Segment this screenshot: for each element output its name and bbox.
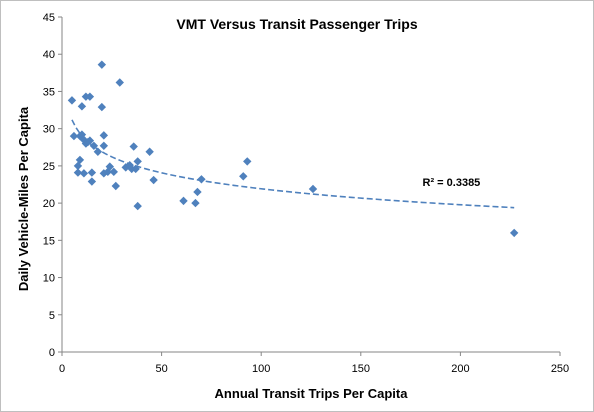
data-point <box>89 141 99 150</box>
r-squared-label: R² = 0.3385 <box>423 177 481 189</box>
data-point <box>79 169 89 178</box>
data-point <box>243 157 252 166</box>
data-point <box>93 147 103 156</box>
data-point <box>87 168 97 177</box>
data-point <box>109 167 118 177</box>
data-point <box>77 102 87 111</box>
y-tick-labels: 0 5 10 15 20 25 30 35 40 45 <box>43 12 55 359</box>
data-point <box>77 130 87 139</box>
y-axis-label: Daily Vehicle-Miles Per Capita <box>16 106 31 291</box>
x-axis-label: Annual Transit Trips Per Capita <box>215 386 409 401</box>
x-tick-label: 200 <box>451 363 469 375</box>
x-tick-label: 0 <box>59 363 65 375</box>
data-point <box>197 175 206 184</box>
y-tick-label: 15 <box>43 235 55 247</box>
data-point <box>131 164 140 174</box>
data-point <box>133 201 142 211</box>
data-point <box>75 155 85 165</box>
axes <box>58 16 561 356</box>
y-tick-label: 30 <box>43 124 55 136</box>
chart-title: VMT Versus Transit Passenger Trips <box>176 16 417 32</box>
data-point <box>111 181 120 191</box>
data-point <box>115 78 124 87</box>
x-tick-label: 50 <box>155 363 167 375</box>
data-point <box>191 198 200 208</box>
x-tick-labels: 0 50 100 150 200 250 <box>59 363 569 375</box>
data-point <box>67 96 77 105</box>
data-point <box>105 162 115 171</box>
x-tick-label: 150 <box>352 363 370 375</box>
y-tick-label: 0 <box>49 347 55 359</box>
x-tick-label: 100 <box>252 363 270 375</box>
data-point <box>69 131 79 141</box>
data-point <box>129 142 138 151</box>
data-point <box>509 228 519 238</box>
y-tick-label: 25 <box>43 161 55 173</box>
data-point <box>179 196 188 206</box>
data-point <box>145 147 154 156</box>
y-tick-label: 45 <box>43 12 55 24</box>
data-point <box>85 136 95 145</box>
y-tick-label: 40 <box>43 49 55 61</box>
data-point <box>125 160 134 170</box>
data-point <box>73 161 83 171</box>
x-tick-label: 250 <box>551 363 569 375</box>
y-tick-label: 20 <box>43 198 55 210</box>
data-point <box>121 163 130 172</box>
data-point <box>99 141 109 150</box>
data-point <box>149 175 158 185</box>
y-tick-label: 10 <box>43 273 55 285</box>
data-point <box>97 60 107 69</box>
data-point <box>87 177 97 186</box>
data-point <box>239 172 248 181</box>
data-point <box>73 168 83 177</box>
trendline <box>71 119 515 209</box>
data-point <box>99 131 109 140</box>
data-point <box>97 102 107 112</box>
data-point <box>308 184 318 194</box>
data-point <box>133 157 142 166</box>
data-points <box>67 60 519 238</box>
y-tick-label: 5 <box>49 310 55 322</box>
y-tick-label: 35 <box>43 86 55 98</box>
data-point <box>193 187 202 197</box>
data-point <box>85 92 95 101</box>
